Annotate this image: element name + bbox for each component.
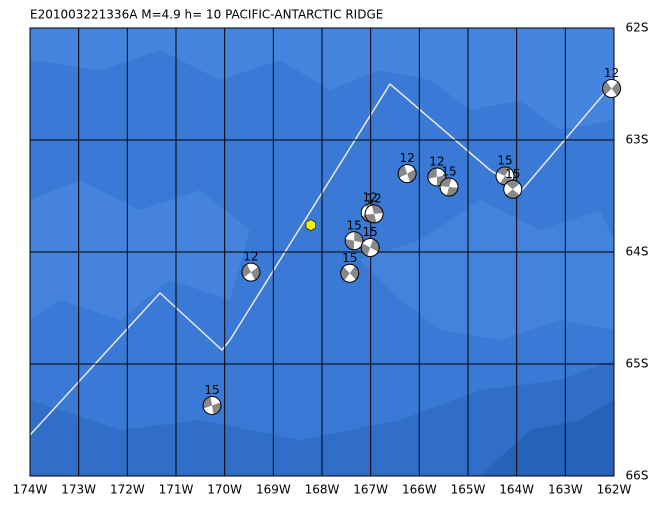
y-tick-label: 63S: [626, 133, 649, 147]
focal-mechanism: [202, 395, 222, 415]
beachball-outline: [397, 164, 417, 184]
depth-label: 15: [441, 165, 456, 179]
y-tick-label: 64S: [626, 245, 649, 259]
x-tick-label: 168W: [305, 483, 340, 497]
beachball-outline: [344, 231, 364, 251]
beachball-white: [428, 167, 446, 187]
focal-mechanism: [439, 177, 459, 197]
beachball-outline: [340, 263, 360, 283]
beachball-white: [365, 205, 384, 223]
beachball-outline: [427, 167, 447, 187]
depth-label: 15: [363, 225, 378, 239]
y-tick-label: 66S: [626, 469, 649, 483]
depth-label: 15: [342, 251, 357, 265]
x-tick-label: 165W: [451, 483, 486, 497]
beachball-white: [243, 263, 259, 282]
depth-label: 12: [363, 190, 378, 204]
x-tick-label: 164W: [499, 483, 534, 497]
beachball-white: [440, 178, 459, 196]
x-tick-label: 163W: [548, 483, 583, 497]
x-tick-label: 170W: [207, 483, 242, 497]
depth-label: 12: [243, 250, 258, 264]
depth-label: 15: [497, 153, 512, 167]
focal-mechanism: [503, 179, 523, 199]
beachball-outline: [360, 238, 380, 258]
beachball-outline: [439, 177, 459, 197]
beachball-white: [343, 264, 356, 283]
focal-mechanism: [397, 164, 417, 184]
depth-label: 12: [366, 191, 381, 205]
x-tick-label: 166W: [402, 483, 437, 497]
focal-mechanism: [602, 78, 622, 98]
y-tick-label: 65S: [626, 357, 649, 371]
x-tick-label: 162W: [597, 483, 632, 497]
x-tick-label: 173W: [61, 483, 96, 497]
depth-label: 15: [204, 383, 219, 397]
focal-mechanism: [344, 231, 364, 251]
beachball-white: [503, 183, 522, 196]
beachball-white: [495, 168, 514, 184]
depth-label: 12: [429, 154, 444, 168]
x-tick-label: 169W: [256, 483, 291, 497]
beachball-white: [362, 238, 379, 257]
beachball-outline: [503, 179, 523, 199]
beachball-outline: [241, 262, 261, 282]
x-tick-label: 167W: [353, 483, 388, 497]
focal-mechanism: [360, 238, 380, 258]
focal-mechanism: [241, 262, 261, 282]
focal-mechanism: [364, 204, 384, 224]
depth-label: 15: [505, 167, 520, 181]
x-tick-label: 174W: [13, 483, 48, 497]
beachball-outline: [364, 204, 384, 224]
x-tick-label: 172W: [110, 483, 145, 497]
depth-label: 12: [400, 151, 415, 165]
depth-label: 15: [346, 218, 361, 232]
title: E201003221336A M=4.9 h= 10 PACIFIC-ANTAR…: [30, 8, 383, 22]
beachball-white: [399, 164, 416, 183]
beachball-outline: [202, 395, 222, 415]
y-tick-label: 62S: [626, 21, 649, 35]
beachball-white: [605, 79, 618, 98]
epicenter: [305, 219, 316, 231]
beachball-outline: [602, 78, 622, 98]
beachball-white: [203, 396, 221, 415]
depth-label: 12: [604, 66, 619, 80]
focal-mechanism: [340, 263, 360, 283]
x-tick-label: 171W: [159, 483, 194, 497]
focal-mechanism: [495, 166, 515, 186]
beachball-white: [345, 231, 363, 250]
